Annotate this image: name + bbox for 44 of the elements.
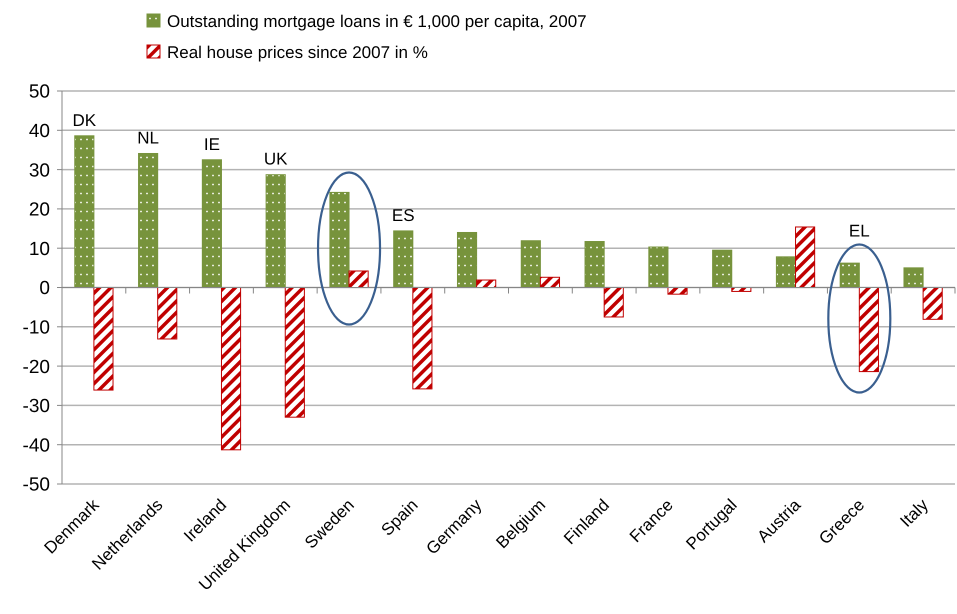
bar bbox=[648, 246, 668, 288]
annotation: ES bbox=[392, 206, 415, 225]
bar bbox=[840, 262, 860, 288]
y-tick-label: 40 bbox=[28, 120, 50, 142]
bar bbox=[157, 287, 178, 340]
y-tick-label: -40 bbox=[22, 435, 50, 456]
legend-label: Real house prices since 2007 in % bbox=[167, 42, 428, 62]
y-tick-label: -30 bbox=[22, 396, 50, 418]
annotation: UK bbox=[264, 150, 288, 169]
bar bbox=[456, 232, 478, 288]
bar bbox=[138, 152, 158, 288]
y-tick-label: -20 bbox=[22, 356, 50, 378]
x-tick-label: Italy bbox=[896, 495, 932, 531]
bar bbox=[93, 287, 114, 391]
bar bbox=[220, 287, 242, 450]
y-tick-label: -50 bbox=[22, 474, 50, 496]
y-tick-label: 30 bbox=[28, 160, 50, 182]
bar bbox=[266, 174, 286, 288]
bar bbox=[202, 159, 222, 288]
bar bbox=[329, 192, 350, 288]
bar bbox=[795, 226, 816, 288]
annotation: EL bbox=[848, 222, 870, 240]
bar bbox=[393, 230, 414, 288]
legend-label: Outstanding mortgage loans in € 1,000 per capita, 2007 bbox=[167, 12, 587, 31]
bar bbox=[922, 287, 943, 320]
bar bbox=[584, 241, 605, 288]
annotation: IE bbox=[204, 134, 220, 154]
bar bbox=[348, 270, 369, 288]
bar bbox=[284, 287, 305, 418]
y-tick-label: 50 bbox=[28, 82, 50, 103]
bar bbox=[74, 135, 94, 288]
y-tick-label: -10 bbox=[22, 317, 50, 338]
bar bbox=[520, 240, 541, 288]
annotation: DK bbox=[72, 110, 97, 130]
y-tick-label: 20 bbox=[28, 200, 50, 221]
bar bbox=[903, 267, 924, 288]
y-tick-label: 0 bbox=[39, 278, 50, 300]
bar bbox=[604, 287, 624, 318]
bar bbox=[776, 256, 796, 288]
bar bbox=[858, 287, 879, 372]
bar bbox=[412, 287, 432, 390]
bar bbox=[712, 250, 732, 288]
y-tick-label: 10 bbox=[28, 238, 50, 260]
annotation: NL bbox=[137, 128, 159, 148]
